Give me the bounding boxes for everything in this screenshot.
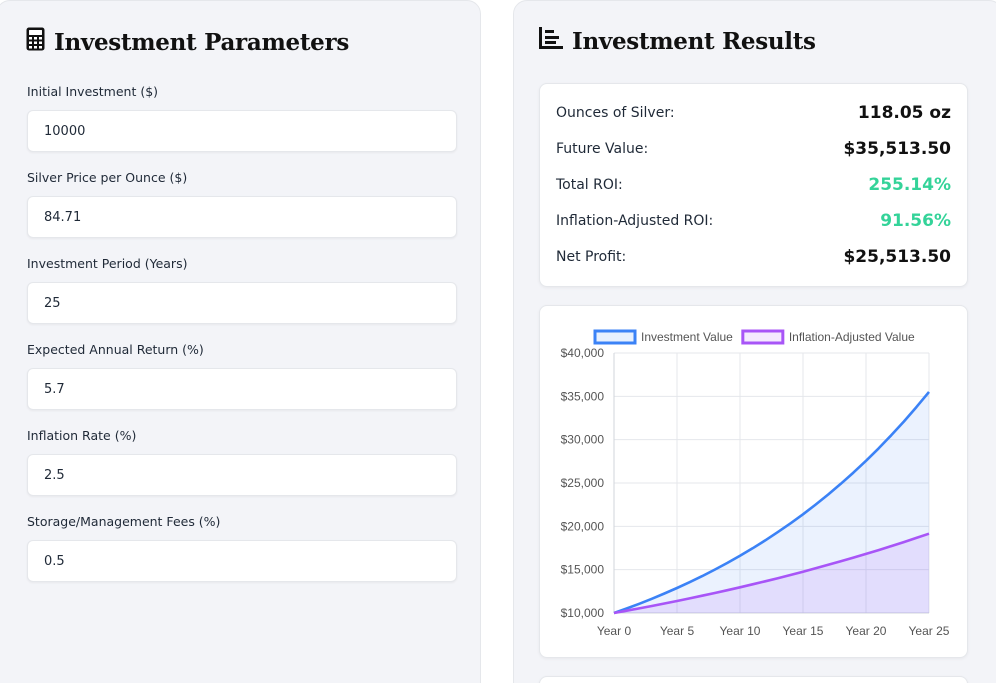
series-line	[613, 532, 930, 615]
x-tick-label: Year 5	[660, 624, 695, 638]
results-title: Investment Results	[572, 27, 816, 55]
annual-return-label: Expected Annual Return (%)	[27, 342, 204, 357]
y-tick-label: $35,000	[561, 389, 605, 403]
inflation-roi-label: Inflation-Adjusted ROI:	[556, 213, 714, 229]
investment-growth-chart: $10,000 $15,000 $20,000 $25,000 $30,000 $35,0…	[561, 329, 950, 638]
silver-price-label: Silver Price per Ounce ($)	[27, 170, 188, 185]
investment-period-input[interactable]	[27, 282, 457, 324]
net-profit-value: $25,513.50	[843, 247, 951, 267]
initial-investment-input[interactable]	[27, 110, 457, 152]
series-area	[614, 533, 929, 613]
storage-fees-input[interactable]	[27, 540, 457, 582]
y-tick-label: $15,000	[561, 563, 605, 577]
ounces-row: Ounces of Silver: 118.05 oz	[556, 99, 951, 127]
inflation-rate-label: Inflation Rate (%)	[27, 428, 137, 443]
investment-parameters-panel: Investment Parameters Initial Investment…	[0, 0, 481, 683]
initial-investment-label: Initial Investment ($)	[27, 84, 159, 99]
legend-swatch	[593, 329, 637, 345]
investment-period-label: Investment Period (Years)	[27, 256, 188, 271]
silver-price-input[interactable]	[27, 196, 457, 238]
y-tick-label: $20,000	[561, 519, 605, 533]
calculator-icon	[26, 27, 45, 57]
future-value-row: Future Value: $35,513.50	[556, 135, 951, 163]
y-tick-label: $30,000	[561, 433, 605, 447]
x-tick-label: Year 20	[846, 624, 887, 638]
legend-label: Investment Value	[641, 330, 733, 344]
parameters-header: Investment Parameters	[26, 27, 349, 57]
ounces-label: Ounces of Silver:	[556, 105, 675, 121]
legend-label: Inflation-Adjusted Value	[789, 330, 915, 344]
ounces-value: 118.05 oz	[857, 103, 951, 123]
x-tick-label: Year 15	[783, 624, 824, 638]
additional-card	[539, 676, 968, 683]
inflation-roi-row: Inflation-Adjusted ROI: 91.56%	[556, 207, 951, 235]
y-tick-label: $40,000	[561, 346, 605, 360]
inflation-roi-value: 91.56%	[880, 211, 951, 231]
x-tick-label: Year 10	[720, 624, 761, 638]
growth-chart-card: $10,000 $15,000 $20,000 $25,000 $30,000 $35,0…	[539, 305, 968, 658]
total-roi-label: Total ROI:	[556, 177, 623, 193]
future-value-value: $35,513.50	[843, 139, 951, 159]
storage-fees-label: Storage/Management Fees (%)	[27, 514, 221, 529]
bar-chart-icon	[539, 27, 563, 55]
x-tick-label: Year 25	[909, 624, 950, 638]
results-summary-card: Ounces of Silver: 118.05 oz Future Value…	[539, 83, 968, 287]
x-tick-label: Year 0	[597, 624, 632, 638]
annual-return-input[interactable]	[27, 368, 457, 410]
future-value-label: Future Value:	[556, 141, 649, 157]
y-tick-label: $25,000	[561, 476, 605, 490]
net-profit-label: Net Profit:	[556, 249, 627, 265]
legend-swatch	[741, 329, 785, 345]
parameters-title: Investment Parameters	[54, 28, 349, 56]
net-profit-row: Net Profit: $25,513.50	[556, 243, 951, 271]
y-tick-label: $10,000	[561, 606, 605, 620]
total-roi-row: Total ROI: 255.14%	[556, 171, 951, 199]
inflation-rate-input[interactable]	[27, 454, 457, 496]
investment-results-panel: Investment Results Ounces of Silver: 118…	[513, 0, 996, 683]
results-header: Investment Results	[539, 27, 816, 55]
total-roi-value: 255.14%	[868, 175, 951, 195]
series-line	[613, 391, 931, 615]
